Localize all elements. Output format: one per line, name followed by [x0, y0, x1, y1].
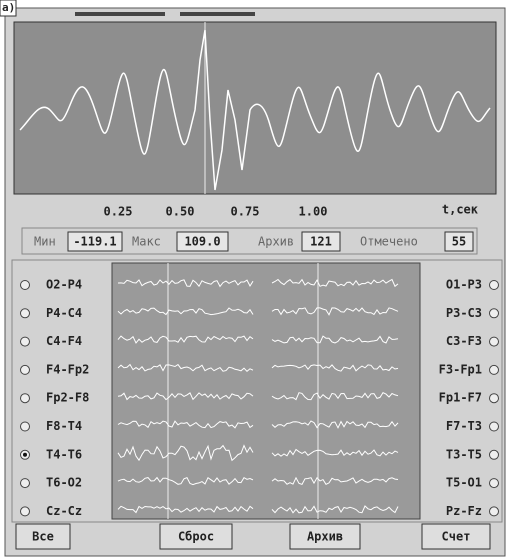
stat-label: Мин	[34, 235, 56, 249]
channel-label[interactable]: O2-P4	[46, 278, 82, 292]
radio-button[interactable]	[20, 506, 30, 517]
channel-label[interactable]: C3-F3	[446, 334, 482, 348]
scroll-bar	[75, 12, 165, 16]
stats-group	[21, 227, 478, 255]
channel-label[interactable]: P4-C4	[46, 306, 82, 320]
radio-button[interactable]	[489, 506, 499, 517]
value-box	[176, 231, 229, 252]
channel-label[interactable]: C4-F4	[46, 334, 82, 348]
radio-button[interactable]	[489, 478, 499, 489]
waveform-plot	[13, 21, 497, 195]
radio-button[interactable]	[489, 280, 499, 290]
channel-label[interactable]: O1-P3	[446, 278, 482, 292]
stat-value: 55	[452, 235, 466, 249]
button-label[interactable]: Сброс	[178, 530, 214, 544]
waveform-trace	[19, 29, 491, 191]
radio-button[interactable]	[489, 364, 499, 375]
channel-label[interactable]: F3-Fp1	[439, 362, 482, 376]
stat-label: Отмечено	[360, 235, 418, 249]
channel-label[interactable]: Cz-Cz	[46, 504, 82, 518]
radio-button[interactable]	[20, 393, 30, 404]
time-axis: 0.25 0.50 0.75 1.00 t,сек	[104, 203, 479, 219]
stat-label: Архив	[258, 235, 294, 249]
channel-label[interactable]: Fp2-F8	[46, 391, 89, 405]
scroll-bar	[180, 12, 255, 16]
radio-button[interactable]	[20, 478, 30, 489]
stat-value: -119.1	[73, 235, 116, 249]
channel-label[interactable]: T3-T5	[446, 447, 482, 461]
value-box	[444, 231, 474, 252]
time-label: 0.50	[166, 205, 195, 219]
channel-trace	[117, 505, 254, 514]
channel-list: O2-P4 P4-C4 C4-F4 F4-Fp2 Fp2-F8 F8-T4 T4-T6 T6-…	[20, 278, 499, 518]
button[interactable]	[15, 523, 71, 550]
channel-label[interactable]: F4-Fp2	[46, 362, 89, 376]
value-box	[301, 231, 341, 252]
stats-row: Мин -119.1 Макс 109.0 Архив 121 Отмечено 55	[34, 231, 474, 252]
channel-trace	[117, 279, 254, 288]
label-box	[0, 0, 17, 17]
channel-trace	[117, 335, 254, 344]
channel-label[interactable]: F7-T3	[446, 419, 482, 433]
channel-label[interactable]: F8-T4	[46, 419, 82, 433]
channel-label[interactable]: T5-O1	[446, 476, 482, 490]
button[interactable]	[159, 523, 233, 550]
radio-button[interactable]	[20, 280, 30, 290]
button[interactable]	[289, 523, 361, 550]
radio-button[interactable]	[20, 364, 30, 375]
time-unit: t,сек	[442, 203, 479, 217]
channel-label[interactable]: Pz-Fz	[446, 504, 482, 518]
button-bar: Все Сброс Архив Счет	[15, 523, 491, 550]
button[interactable]	[421, 523, 491, 550]
time-label: 0.25	[104, 205, 133, 219]
radio-button[interactable]	[489, 308, 499, 319]
channel-trace	[117, 392, 254, 401]
stat-value: 121	[310, 235, 332, 249]
channel-trace	[271, 364, 399, 372]
radio-dot	[23, 452, 27, 457]
channel-label[interactable]: P3-C3	[446, 306, 482, 320]
stat-value: 109.0	[184, 235, 220, 249]
radio-button[interactable]	[20, 308, 30, 319]
channel-plot	[111, 262, 421, 520]
channel-trace	[117, 307, 254, 316]
channel-trace	[271, 420, 399, 429]
stat-label: Макс	[132, 235, 161, 249]
button-label[interactable]: Архив	[307, 530, 343, 544]
radio-button[interactable]	[489, 449, 499, 460]
channel-trace	[271, 307, 399, 316]
figure-label: a)	[2, 1, 15, 14]
channel-trace	[271, 476, 399, 486]
channel-trace	[271, 505, 399, 514]
channel-label[interactable]: T4-T6	[46, 447, 82, 461]
radio-button[interactable]	[20, 336, 30, 347]
radio-button[interactable]	[20, 421, 30, 432]
channels-group	[11, 259, 503, 523]
channel-trace	[271, 335, 399, 344]
value-box	[67, 231, 123, 252]
radio-button[interactable]	[489, 421, 499, 432]
radio-button[interactable]	[489, 393, 499, 404]
time-label: 1.00	[299, 205, 328, 219]
button-label[interactable]: Счет	[442, 530, 471, 544]
channel-trace	[117, 444, 254, 462]
time-label: 0.75	[231, 205, 260, 219]
channel-trace	[271, 448, 399, 457]
channel-trace	[271, 278, 399, 288]
channel-trace	[117, 363, 254, 372]
radio-button[interactable]	[489, 336, 499, 347]
button-label[interactable]: Все	[32, 530, 54, 544]
channel-trace	[271, 392, 399, 401]
channel-label[interactable]: T6-O2	[46, 476, 82, 490]
channel-trace	[117, 476, 254, 486]
channel-label[interactable]: Fp1-F7	[439, 391, 482, 405]
channel-trace	[117, 420, 254, 429]
